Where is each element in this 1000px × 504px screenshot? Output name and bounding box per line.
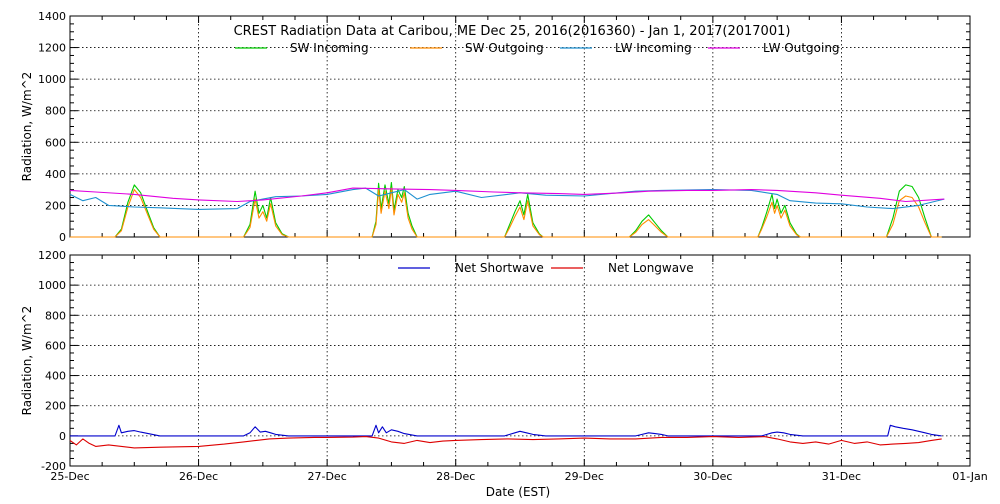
series-line-net-longwave — [69, 436, 942, 449]
y-tick-label: 600 — [45, 339, 66, 352]
x-tick-label: 28-Dec — [436, 470, 475, 483]
y-tick-label: 1000 — [38, 279, 66, 292]
x-tick-label: 29-Dec — [565, 470, 604, 483]
legend-label-lw-outgoing: LW Outgoing — [763, 41, 840, 55]
series-line-sw-outgoing — [70, 187, 942, 238]
y-tick-label: 200 — [45, 400, 66, 413]
y-tick-label: -200 — [41, 460, 66, 473]
x-tick-label: 25-Dec — [50, 470, 89, 483]
legend-label-sw-incoming: SW Incoming — [290, 41, 369, 55]
y-tick-label: 1200 — [38, 42, 66, 55]
legend-label-lw-incoming: LW Incoming — [615, 41, 692, 55]
y-axis-label: Radiation, W/m^2 — [20, 72, 34, 182]
y-tick-label: 0 — [59, 430, 66, 443]
y-tick-label: 1200 — [38, 249, 66, 262]
x-tick-label: 27-Dec — [308, 470, 347, 483]
y-tick-label: 400 — [45, 168, 66, 181]
y-tick-label: 1400 — [38, 10, 66, 23]
series-line-sw-incoming — [70, 181, 942, 238]
legend-label-net-longwave: Net Longwave — [608, 261, 694, 275]
y-tick-label: 1000 — [38, 73, 66, 86]
series-line-net-shortwave — [70, 424, 942, 437]
x-tick-label: 01-Jan — [952, 470, 988, 483]
y-tick-label: 800 — [45, 309, 66, 322]
y-axis-label: Radiation, W/m^2 — [20, 306, 34, 416]
legend-label-net-shortwave: Net Shortwave — [455, 261, 544, 275]
legend-label-sw-outgoing: SW Outgoing — [465, 41, 544, 55]
x-tick-label: 26-Dec — [179, 470, 218, 483]
series-line-lw-outgoing — [69, 187, 945, 203]
y-tick-label: 800 — [45, 105, 66, 118]
y-tick-label: 600 — [45, 136, 66, 149]
y-tick-label: 200 — [45, 199, 66, 212]
x-tick-label: 31-Dec — [822, 470, 861, 483]
y-tick-label: 0 — [59, 231, 66, 244]
chart-title: CREST Radiation Data at Caribou, ME Dec … — [234, 24, 791, 39]
x-axis-label: Date (EST) — [486, 485, 550, 499]
y-tick-label: 400 — [45, 370, 66, 383]
plot-frame-2 — [69, 254, 971, 467]
x-tick-label: 30-Dec — [693, 470, 732, 483]
series-line-lw-incoming — [69, 187, 945, 210]
